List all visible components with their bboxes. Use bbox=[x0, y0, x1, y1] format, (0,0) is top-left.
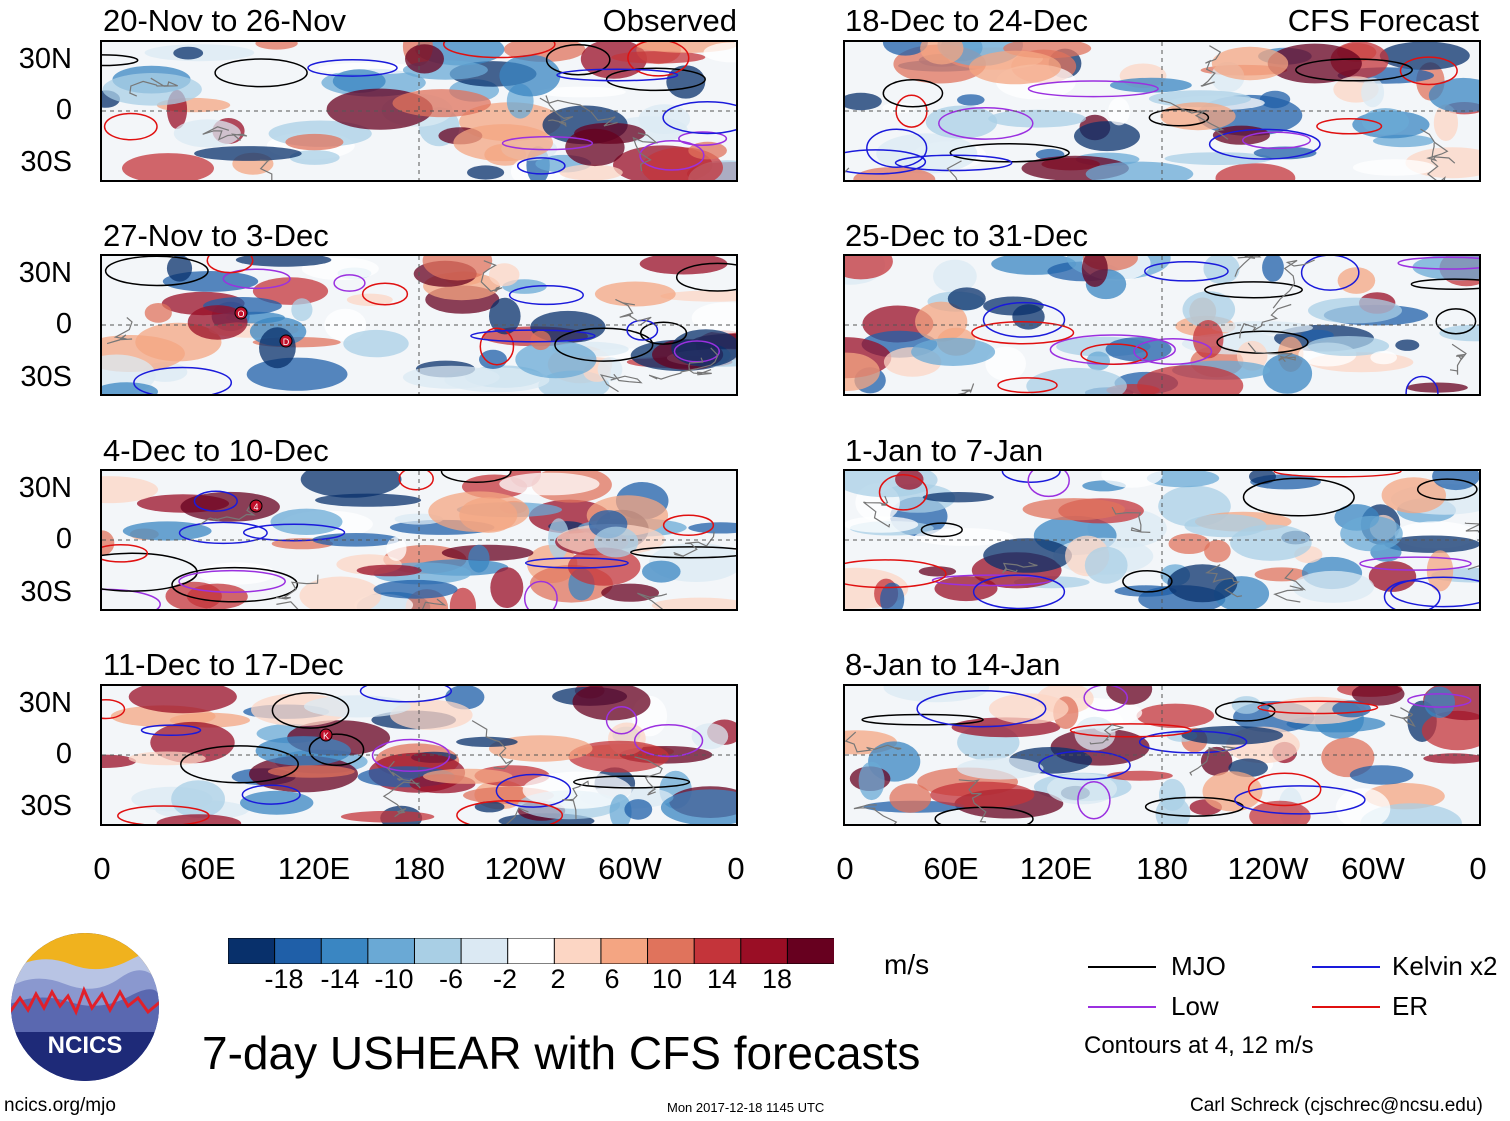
figure-title: 7-day USHEAR with CFS forecasts bbox=[202, 1027, 921, 1079]
colorbar-unit: m/s bbox=[884, 949, 930, 980]
svg-text:4: 4 bbox=[253, 502, 258, 512]
storm-markers: O D 4 K bbox=[234, 306, 333, 742]
lon-label: 60E bbox=[180, 851, 236, 886]
legend-label-kelvin: Kelvin x2 bbox=[1392, 951, 1498, 981]
lon-label: 0 bbox=[1469, 851, 1487, 886]
lat-label-30n: 30N bbox=[18, 472, 72, 504]
colorbar-swatch bbox=[367, 938, 416, 964]
legend-line-mjo bbox=[1088, 966, 1156, 968]
colorbar-label: 18 bbox=[761, 964, 793, 994]
storm-marker-o: O bbox=[234, 306, 248, 320]
panel-title: 18-Dec to 24-Dec bbox=[845, 3, 1088, 38]
panel-tag-cfs-forecast: CFS Forecast bbox=[1287, 3, 1479, 38]
colorbar-swatch bbox=[740, 938, 789, 964]
colorbar-swatch bbox=[460, 938, 509, 964]
timestamp: Mon 2017-12-18 1145 UTC bbox=[667, 1100, 825, 1115]
lat-label-30n: 30N bbox=[18, 43, 72, 75]
author-credit: Carl Schreck (cjschrec@ncsu.edu) bbox=[1190, 1095, 1483, 1116]
panel-title: 1-Jan to 7-Jan bbox=[845, 433, 1044, 468]
colorbar-swatch bbox=[413, 938, 463, 964]
legend-label-mjo: MJO bbox=[1171, 951, 1226, 981]
colorbar-label: 10 bbox=[651, 964, 683, 994]
lon-label: 120W bbox=[1227, 851, 1309, 886]
source-url[interactable]: ncics.org/mjo bbox=[4, 1095, 116, 1116]
storm-marker-4: 4 bbox=[249, 499, 263, 513]
colorbar-swatch bbox=[647, 938, 696, 964]
colorbar-label: 14 bbox=[706, 964, 738, 994]
shear-map bbox=[100, 469, 738, 611]
colorbar-label: -6 bbox=[438, 964, 463, 994]
lat-label-30s: 30S bbox=[20, 361, 72, 393]
lon-label: 0 bbox=[836, 851, 854, 886]
lat-label-eq: 0 bbox=[55, 523, 72, 555]
lat-label-30n: 30N bbox=[18, 257, 72, 289]
legend-line-low bbox=[1088, 1006, 1156, 1008]
colorbar-swatch bbox=[553, 938, 602, 964]
colorbar-swatch bbox=[786, 938, 834, 964]
lat-label-30s: 30S bbox=[20, 146, 72, 178]
lat-label-30s: 30S bbox=[20, 576, 72, 608]
svg-text:NCICS: NCICS bbox=[48, 1032, 123, 1059]
legend-note: Contours at 4, 12 m/s bbox=[1084, 1032, 1314, 1059]
lat-label-eq: 0 bbox=[55, 738, 72, 770]
colorbar-label: -14 bbox=[320, 964, 360, 994]
panel-title: 11-Dec to 17-Dec bbox=[103, 647, 344, 682]
lon-label: 120E bbox=[277, 851, 351, 886]
lon-label: 60W bbox=[598, 851, 662, 886]
colorbar-swatch bbox=[507, 938, 556, 964]
shear-map bbox=[100, 254, 738, 396]
panel-title: 4-Dec to 10-Dec bbox=[103, 433, 329, 468]
lon-label: 180 bbox=[393, 851, 445, 886]
colorbar bbox=[228, 938, 834, 964]
colorbar-swatch bbox=[274, 938, 323, 964]
panel-title: 27-Nov to 3-Dec bbox=[103, 218, 329, 253]
storm-marker-d: D bbox=[279, 334, 293, 348]
lon-label: 60E bbox=[923, 851, 979, 886]
lon-label: 0 bbox=[93, 851, 111, 886]
lat-label-30n: 30N bbox=[18, 687, 72, 719]
colorbar-swatch bbox=[320, 938, 369, 964]
lon-label: 180 bbox=[1136, 851, 1188, 886]
colorbar-label: -2 bbox=[492, 964, 517, 994]
legend-label-er: ER bbox=[1392, 991, 1429, 1021]
panel-title: 20-Nov to 26-Nov bbox=[103, 3, 346, 38]
svg-text:O: O bbox=[237, 309, 244, 319]
lon-label: 0 bbox=[727, 851, 745, 886]
lon-label: 120E bbox=[1019, 851, 1093, 886]
legend-label-low: Low bbox=[1171, 991, 1219, 1021]
shear-map bbox=[843, 40, 1481, 182]
shear-map bbox=[100, 40, 738, 182]
legend-line-kelvin bbox=[1312, 966, 1380, 968]
storm-marker-k: K bbox=[319, 728, 333, 742]
svg-text:D: D bbox=[283, 337, 290, 347]
legend-line-er bbox=[1312, 1006, 1380, 1008]
panel-title: 25-Dec to 31-Dec bbox=[845, 218, 1088, 253]
shear-map bbox=[843, 469, 1481, 611]
colorbar-swatch bbox=[600, 938, 649, 964]
panel-title: 8-Jan to 14-Jan bbox=[845, 647, 1061, 682]
ncics-logo: NCICS bbox=[11, 933, 159, 1081]
lat-label-eq: 0 bbox=[55, 308, 72, 340]
shear-map bbox=[843, 684, 1481, 826]
colorbar-label: 2 bbox=[550, 964, 566, 994]
lat-label-30s: 30S bbox=[20, 790, 72, 822]
lat-label-eq: 0 bbox=[55, 94, 72, 126]
colorbar-label: -18 bbox=[264, 964, 304, 994]
svg-text:K: K bbox=[323, 731, 329, 741]
colorbar-swatch bbox=[228, 938, 276, 964]
lon-label: 60W bbox=[1341, 851, 1405, 886]
lon-label: 120W bbox=[484, 851, 566, 886]
colorbar-label: 6 bbox=[604, 964, 620, 994]
colorbar-label: -10 bbox=[374, 964, 414, 994]
panel-tag-observed: Observed bbox=[602, 3, 737, 38]
colorbar-swatch bbox=[693, 938, 742, 964]
shear-map bbox=[843, 254, 1481, 396]
shear-map bbox=[100, 684, 738, 826]
